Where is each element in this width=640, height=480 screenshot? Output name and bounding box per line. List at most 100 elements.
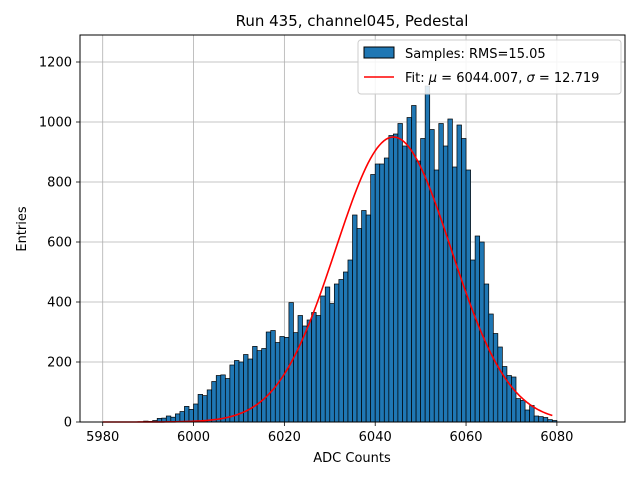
histogram-bars [143, 85, 558, 423]
histogram-bar [529, 405, 535, 423]
histogram-bar [370, 174, 376, 423]
histogram-bar [420, 138, 426, 423]
histogram-bar [533, 415, 540, 423]
histogram-bar [429, 129, 435, 423]
histogram-bar [188, 409, 194, 423]
histogram-bar [447, 118, 453, 423]
legend-fit-label: Fit: μ = 6044.007, σ = 12.719 [405, 71, 599, 86]
histogram-bar [311, 312, 317, 423]
legend-box [357, 39, 622, 95]
x-tick-label: 6060 [449, 430, 482, 445]
y-tick-label: 1000 [39, 116, 72, 131]
histogram-bar [492, 333, 499, 423]
histogram-bar [252, 346, 258, 423]
histogram-bar [538, 416, 544, 423]
histogram-bar [215, 375, 222, 423]
histogram-bar [306, 319, 312, 423]
legend-fit-prefix: Fit: [405, 71, 429, 86]
y-axis-label: Entries [15, 206, 30, 252]
histogram-bar [347, 259, 353, 423]
histogram-bar [284, 337, 290, 423]
histogram-bar [197, 394, 203, 423]
histogram-bar [402, 145, 408, 423]
histogram-bar [270, 330, 276, 423]
x-tick-label: 6000 [177, 430, 210, 445]
histogram-bar [497, 346, 503, 423]
histogram-bar [379, 163, 385, 423]
histogram-bar [452, 166, 458, 423]
y-axis-ticks: 0 200 400 600 800 1000 1200 [39, 56, 80, 431]
histogram-bar [352, 214, 358, 423]
histogram-bar [193, 403, 199, 423]
legend-hist-label: Samples: RMS=15.05 [405, 47, 546, 62]
histogram-bar [438, 123, 444, 423]
histogram-bar [374, 163, 381, 423]
histogram-bar [247, 358, 253, 423]
histogram-bar [293, 332, 299, 423]
histogram-bar [175, 413, 181, 423]
histogram-bar [474, 235, 481, 423]
histogram-bar [397, 123, 403, 423]
histogram-bar [211, 381, 217, 423]
legend: Samples: RMS=15.05 Fit: μ = 6044.007, σ … [357, 39, 622, 95]
histogram-bar [356, 228, 362, 423]
legend-mu-value: = 6044.007, [437, 71, 526, 86]
y-tick-label: 400 [47, 296, 72, 311]
x-tick-label: 5980 [86, 430, 119, 445]
histogram-bar [343, 271, 349, 423]
x-tick-label: 6080 [540, 430, 573, 445]
histogram-bar [470, 259, 476, 423]
histogram-bar [329, 303, 335, 423]
histogram-bar [393, 133, 399, 423]
histogram-bar [202, 395, 208, 423]
y-tick-label: 600 [47, 236, 72, 251]
histogram-bar [388, 135, 394, 423]
plot-frame [79, 34, 626, 423]
histogram-bar [361, 210, 367, 423]
y-tick-label: 800 [47, 176, 72, 191]
chart-title: Run 435, channel045, Pedestal [236, 12, 469, 30]
legend-sigma-value: = 12.719 [535, 71, 600, 86]
histogram-bar [520, 400, 526, 423]
histogram-bar [229, 364, 235, 423]
histogram-bar [220, 374, 226, 423]
y-tick-label: 200 [47, 356, 72, 371]
histogram-bar [488, 313, 494, 423]
histogram-bar [424, 85, 431, 423]
y-tick-label: 0 [64, 416, 72, 431]
histogram-bar [179, 411, 185, 423]
histogram-bar [406, 117, 412, 423]
histogram-bar [315, 315, 322, 423]
y-tick-label: 1200 [39, 56, 72, 71]
histogram-bar [338, 279, 344, 423]
histogram-bar [542, 417, 549, 423]
x-axis-label: ADC Counts [313, 451, 391, 466]
legend-mu-symbol: μ [428, 71, 437, 86]
x-axis-ticks: 5980 6000 6020 6040 6060 6080 [86, 422, 573, 445]
histogram-bar [297, 315, 303, 423]
x-tick-label: 6040 [359, 430, 392, 445]
legend-hist-swatch [363, 46, 395, 59]
histogram-bar [415, 160, 421, 423]
legend-sigma-symbol: σ [527, 71, 536, 86]
histogram-bar [511, 376, 517, 423]
histogram-bar [483, 283, 490, 423]
histogram-bar [234, 360, 240, 423]
histogram-bar [442, 145, 449, 423]
histogram-bar [383, 157, 390, 423]
histogram-bar [365, 214, 372, 423]
histogram-bar [302, 325, 308, 423]
histogram-bar [324, 286, 331, 423]
histogram-bar [320, 295, 326, 423]
histogram-bar [206, 389, 213, 423]
histogram-bar [256, 350, 263, 423]
histogram-bar [265, 331, 272, 423]
histogram-bar [524, 409, 530, 423]
histogram-bar [224, 378, 231, 423]
histogram-bar [261, 348, 267, 423]
x-tick-label: 6020 [268, 430, 301, 445]
histogram-bar [184, 406, 190, 423]
histogram-bar [515, 398, 521, 423]
histogram-bar [333, 283, 340, 423]
